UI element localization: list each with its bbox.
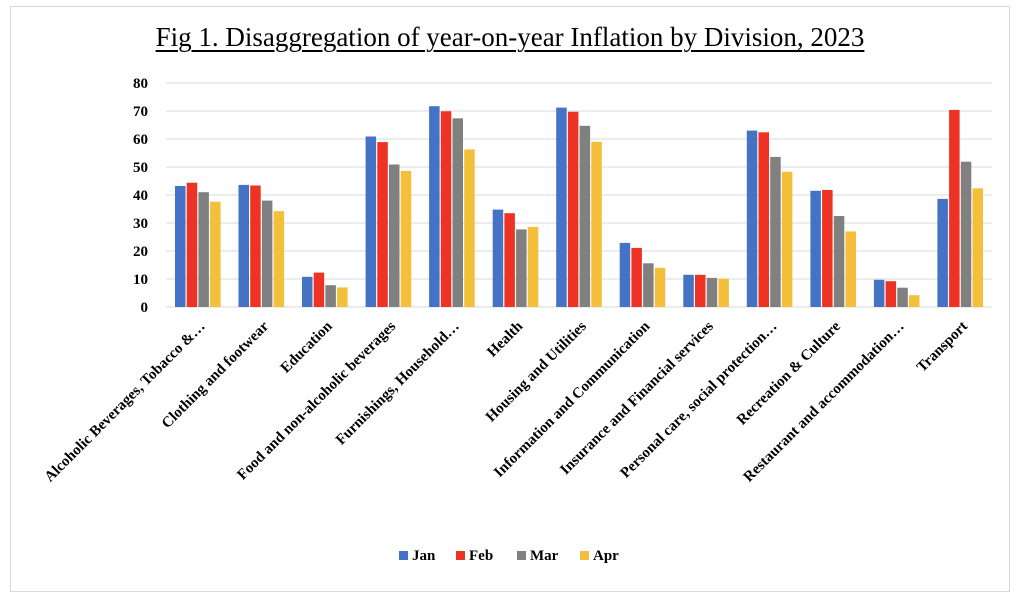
bar — [619, 242, 631, 307]
legend-swatch — [580, 551, 589, 560]
bar — [631, 247, 642, 307]
bar — [591, 141, 602, 307]
bar — [781, 171, 793, 307]
y-tick-label: 80 — [133, 76, 148, 92]
bar — [909, 295, 920, 307]
bar — [429, 106, 440, 307]
y-tick-label: 40 — [133, 188, 148, 204]
bar — [567, 111, 579, 307]
bar — [273, 211, 285, 307]
bar — [464, 149, 475, 307]
bar — [198, 192, 209, 307]
bar — [579, 125, 591, 307]
bar — [325, 285, 336, 307]
chart-title: Fig 1. Disaggregation of year-on-year In… — [155, 22, 865, 52]
legend-swatch — [456, 551, 465, 560]
bar — [885, 281, 897, 307]
bar — [210, 201, 221, 307]
legend-label: Jan — [412, 548, 436, 564]
x-tick-label: Transport — [914, 319, 971, 376]
y-tick-label: 0 — [141, 300, 149, 316]
bar — [949, 109, 960, 308]
y-tick-label: 50 — [133, 160, 148, 176]
bar — [873, 279, 885, 307]
bar — [695, 274, 706, 307]
bar — [492, 209, 504, 307]
legend-label: Mar — [530, 548, 559, 564]
bar — [937, 198, 948, 307]
bar — [972, 188, 983, 307]
bar — [452, 118, 463, 307]
legend-swatch — [517, 551, 526, 560]
bar — [365, 136, 377, 307]
bar — [313, 272, 325, 307]
bar — [822, 190, 833, 307]
bar — [238, 184, 249, 307]
legend-swatch — [399, 551, 408, 560]
bar — [833, 216, 845, 307]
bar — [440, 111, 452, 307]
bar — [960, 161, 972, 307]
bar — [302, 276, 313, 307]
y-tick-label: 20 — [133, 244, 148, 260]
bar — [746, 130, 758, 307]
y-tick-label: 10 — [133, 272, 148, 288]
bar — [770, 156, 781, 307]
y-tick-label: 30 — [133, 216, 148, 232]
bar — [400, 170, 412, 307]
bar — [706, 277, 718, 307]
bar — [643, 263, 654, 307]
bar — [718, 278, 729, 307]
bar — [175, 186, 186, 307]
bar — [389, 164, 400, 307]
legend-label: Feb — [469, 548, 493, 564]
bar — [654, 267, 666, 307]
legend-label: Apr — [593, 548, 619, 564]
y-tick-label: 60 — [133, 132, 148, 148]
x-tick-label: Health — [484, 318, 526, 360]
x-tick-label: Clothing and footwear — [159, 318, 272, 431]
bar — [377, 142, 388, 307]
bar — [504, 213, 515, 307]
bar — [758, 132, 769, 307]
bar — [516, 229, 527, 307]
bar — [897, 287, 908, 307]
x-tick-label: Education — [278, 318, 336, 376]
bar — [261, 200, 273, 307]
bar — [845, 231, 856, 307]
x-tick-label: Recreation & Culture — [734, 318, 844, 428]
bar — [810, 190, 821, 307]
x-tick-label: Furnishings, Household… — [333, 319, 463, 449]
bar — [527, 226, 539, 307]
bar — [683, 274, 694, 307]
bar — [337, 287, 348, 307]
bar — [556, 107, 567, 307]
bar — [250, 185, 261, 307]
y-tick-label: 70 — [133, 104, 148, 120]
bar — [186, 182, 198, 307]
